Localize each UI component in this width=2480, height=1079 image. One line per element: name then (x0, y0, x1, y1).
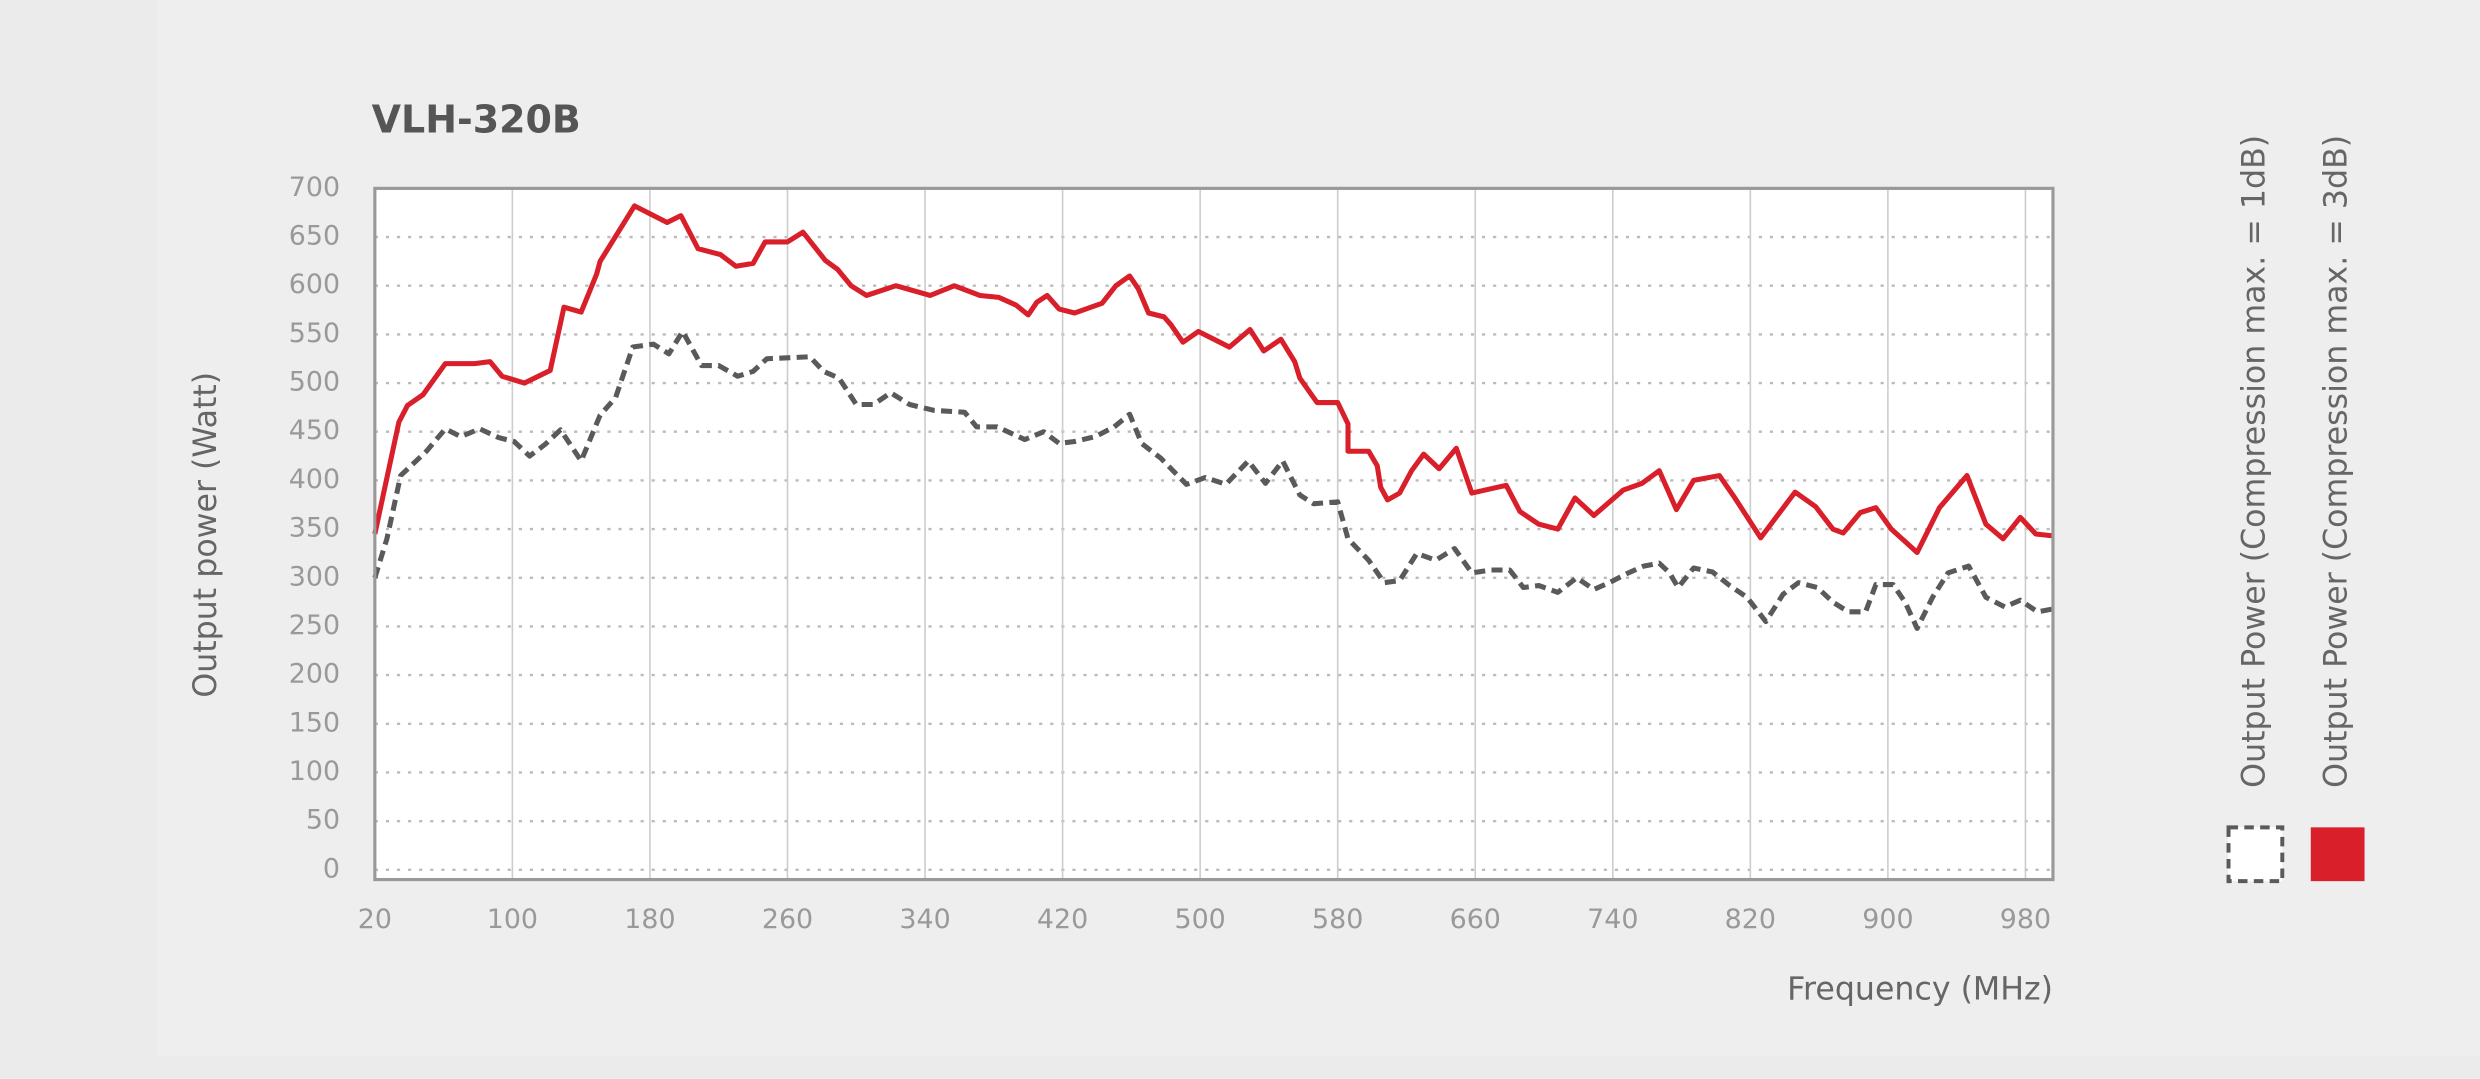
x-tick-label: 100 (487, 904, 538, 935)
x-tick-label: 260 (762, 904, 813, 935)
x-tick-label: 740 (1587, 904, 1638, 935)
chart-title: VLH-320B (372, 97, 581, 141)
y-tick-label: 50 (306, 805, 340, 836)
plot-area (374, 188, 2053, 880)
y-tick-label: 300 (289, 561, 340, 592)
legend: Output Power (Compression max. = 1dB) Out… (2226, 135, 2365, 884)
y-tick-label: 650 (289, 221, 340, 252)
y-tick-label: 350 (289, 513, 340, 544)
y-tick-label: 0 (323, 853, 340, 884)
y-tick-label: 150 (289, 707, 340, 738)
x-axis-label: Frequency (MHz) (1787, 971, 2053, 1007)
y-tick-label: 700 (289, 172, 340, 203)
y-tick-label: 600 (289, 269, 340, 300)
series-line (372, 203, 2054, 555)
x-tick-label: 500 (1174, 904, 1225, 935)
x-tick-label: 660 (1450, 904, 1501, 935)
plot-frame (373, 186, 2055, 882)
x-tick-label: 980 (2000, 904, 2051, 935)
x-tick-label: 580 (1312, 904, 1363, 935)
y-tick-label: 450 (289, 415, 340, 446)
y-axis-label: Output power (Watt) (188, 372, 224, 698)
y-tick-label: 500 (289, 367, 340, 398)
y-tick-label: 400 (289, 464, 340, 495)
y-tick-label: 250 (289, 610, 340, 641)
legend-swatch (2226, 825, 2285, 884)
y-tick-label: 100 (289, 756, 340, 787)
x-tick-label: 340 (899, 904, 950, 935)
x-tick-label: 180 (624, 904, 675, 935)
legend-label: Output Power (Compression max. = 3dB) (2319, 135, 2355, 788)
y-tick-label: 550 (289, 318, 340, 349)
x-tick-label: 420 (1037, 904, 1088, 935)
lines (372, 203, 2054, 631)
legend-swatch (2310, 827, 2365, 882)
x-tick-label: 820 (1725, 904, 1776, 935)
series-line (372, 328, 2054, 631)
x-tick-label: 20 (358, 904, 392, 935)
legend-label: Output Power (Compression max. = 1dB) (2236, 135, 2272, 788)
x-tick-label: 900 (1862, 904, 1913, 935)
y-tick-label: 200 (289, 659, 340, 690)
